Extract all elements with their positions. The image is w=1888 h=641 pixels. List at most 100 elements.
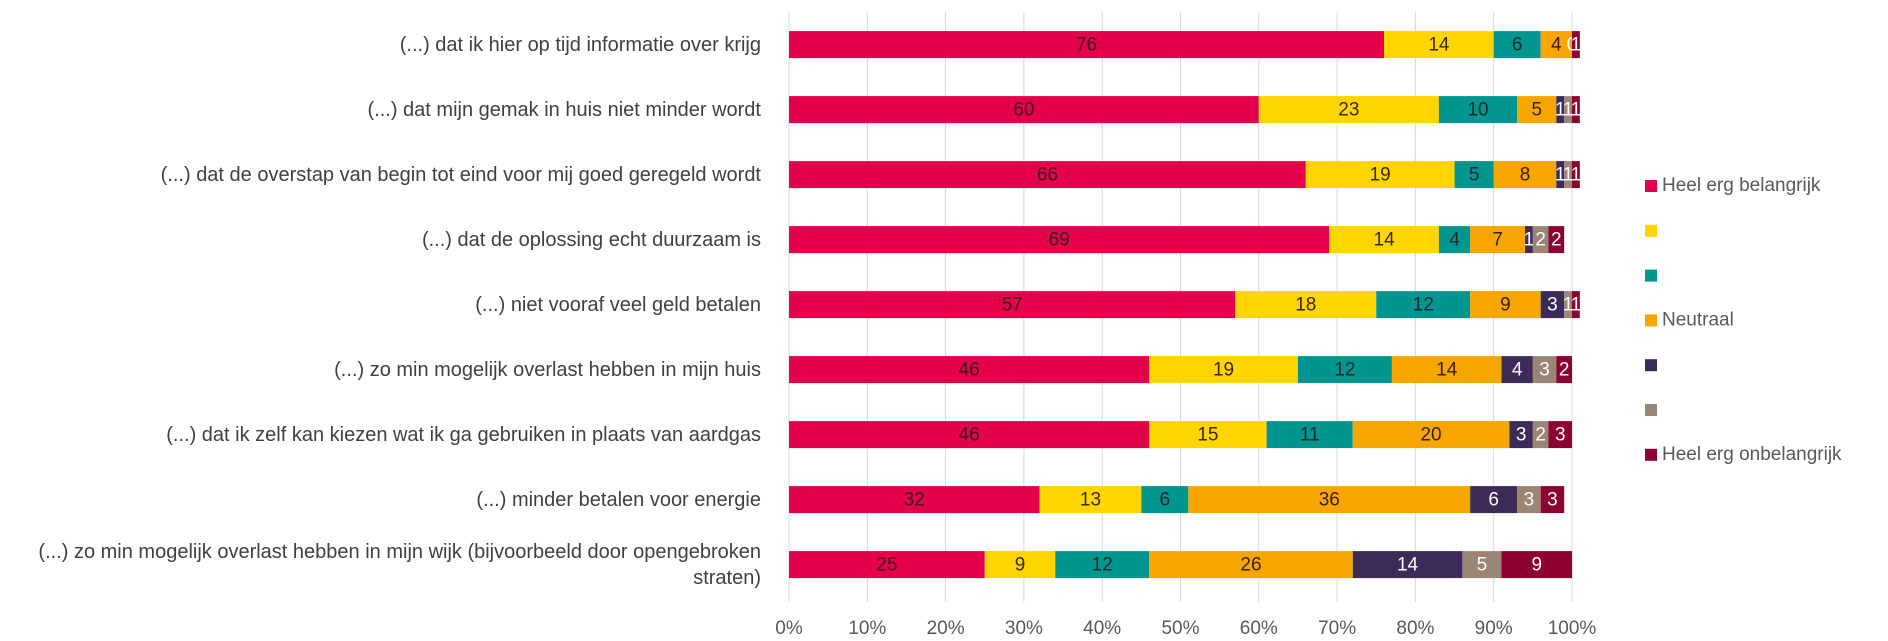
legend-swatch <box>1645 404 1657 416</box>
category-label: (...) dat de overstap van begin tot eind… <box>0 145 761 205</box>
category-label: (...) zo min mogelijk overlast hebben in… <box>0 340 761 400</box>
data-label: 12 <box>1334 360 1355 381</box>
bar-segment <box>1556 96 1565 124</box>
bar-segment <box>1149 551 1353 579</box>
bar-segment <box>1548 421 1572 449</box>
x-tick-label: 40% <box>1083 618 1121 639</box>
data-label: 36 <box>1319 490 1340 511</box>
bar-segment <box>1532 421 1549 449</box>
bar-segment <box>1438 226 1471 254</box>
data-label: 3 <box>1547 490 1558 511</box>
data-label: 32 <box>904 490 925 511</box>
data-label: 66 <box>1037 165 1058 186</box>
data-label: 10 <box>1467 100 1488 121</box>
data-label: 4 <box>1512 360 1523 381</box>
bar-segment <box>1329 226 1439 254</box>
data-label: 3 <box>1555 425 1566 446</box>
data-label: 14 <box>1397 555 1419 576</box>
bar-segment <box>789 291 1236 319</box>
data-label: 6 <box>1512 35 1523 56</box>
bar-segment <box>1517 486 1541 514</box>
data-label: 14 <box>1374 230 1396 251</box>
category-label: (...) dat ik hier op tijd informatie ove… <box>0 15 761 75</box>
data-label: 1 <box>1571 35 1582 56</box>
category-label: (...) zo min mogelijk overlast hebben in… <box>0 535 761 595</box>
bar-segment <box>1540 486 1565 514</box>
category-label: (...) niet vooraf veel geld betalen <box>0 275 761 335</box>
data-label: 46 <box>959 425 980 446</box>
bar-segment <box>1258 96 1439 124</box>
bar-segment <box>1564 291 1572 319</box>
bar-segment <box>1509 421 1533 449</box>
data-label: 26 <box>1240 555 1261 576</box>
bar-segment <box>1572 291 1580 319</box>
data-label: 69 <box>1049 230 1070 251</box>
data-label: 1 <box>1555 100 1566 121</box>
data-label: 14 <box>1436 360 1458 381</box>
bar-segment <box>1493 31 1541 59</box>
bar-segment <box>984 551 1056 579</box>
bar-segment <box>1501 551 1572 579</box>
data-label: 1 <box>1571 165 1582 186</box>
data-label: 18 <box>1295 295 1316 316</box>
data-label: 60 <box>1013 100 1034 121</box>
data-label: 11 <box>1300 425 1320 446</box>
data-label: 9 <box>1015 555 1026 576</box>
data-label: 1 <box>1571 295 1582 316</box>
x-tick-label: 70% <box>1318 618 1356 639</box>
bar-segment <box>1532 356 1557 384</box>
bar-segment <box>1501 356 1533 384</box>
bar-segment <box>1572 31 1580 59</box>
data-label: 6 <box>1160 490 1171 511</box>
bar-segment <box>1266 421 1353 449</box>
bar-segment <box>789 421 1150 449</box>
category-text: (...) dat ik zelf kan kiezen wat ik ga g… <box>166 423 761 446</box>
bar-segment <box>1391 356 1502 384</box>
data-label: 3 <box>1539 360 1550 381</box>
bar-segment <box>1039 486 1142 514</box>
data-label: 46 <box>959 360 980 381</box>
bar-segment <box>1188 486 1471 514</box>
bar-segment <box>1149 356 1298 384</box>
bar-segment <box>789 486 1040 514</box>
bar-segment <box>1517 96 1557 124</box>
data-label: 19 <box>1213 360 1234 381</box>
data-label: 2 <box>1535 230 1546 251</box>
bar-segment <box>1454 161 1494 189</box>
data-label: 2 <box>1551 230 1562 251</box>
category-text: (...) niet vooraf veel geld betalen <box>475 293 761 316</box>
bar-segment <box>1470 226 1526 254</box>
bar-segment <box>1540 291 1565 319</box>
data-label: 4 <box>1551 35 1562 56</box>
data-label: 6 <box>1488 490 1499 511</box>
legend-label: Neutraal <box>1662 309 1734 330</box>
bar-segment <box>1556 356 1572 384</box>
data-label: 14 <box>1428 35 1450 56</box>
category-label: (...) minder betalen voor energie <box>0 470 761 530</box>
x-tick-label: 30% <box>1005 618 1043 639</box>
data-label: 8 <box>1520 165 1531 186</box>
bar-segment <box>1055 551 1150 579</box>
bar-segment <box>1540 31 1572 59</box>
category-label: (...) dat de oplossing echt duurzaam is <box>0 210 761 270</box>
bar-segment <box>1352 551 1463 579</box>
data-label: 1 <box>1563 165 1574 186</box>
legend-swatch <box>1645 448 1657 461</box>
category-text: (...) dat de overstap van begin tot eind… <box>160 163 761 186</box>
data-label: 2 <box>1559 360 1570 381</box>
x-tick-label: 20% <box>927 618 965 639</box>
bar-segment <box>1438 96 1518 124</box>
legend-swatch <box>1645 180 1657 192</box>
bar-segment <box>1149 421 1267 449</box>
bar-segment <box>1470 291 1541 319</box>
data-label: 9 <box>1531 555 1542 576</box>
x-tick-label: 50% <box>1161 618 1199 639</box>
bar-segment <box>789 31 1385 59</box>
x-tick-label: 10% <box>848 618 886 639</box>
category-text: (...) minder betalen voor energie <box>476 488 761 511</box>
bar-segment <box>1556 161 1565 189</box>
data-label: 9 <box>1500 295 1511 316</box>
data-label: 3 <box>1524 490 1535 511</box>
bar-segment <box>1376 291 1471 319</box>
data-label: 1 <box>1524 230 1535 251</box>
